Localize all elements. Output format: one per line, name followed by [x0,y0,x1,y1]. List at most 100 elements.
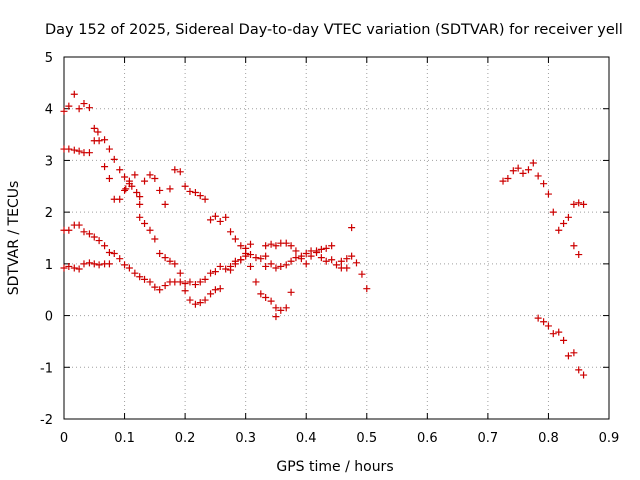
data-point [133,188,141,196]
data-point [555,328,563,336]
data-point [272,242,280,250]
data-point [237,242,245,250]
data-point [549,330,557,338]
data-point [322,244,330,252]
data-point [105,145,113,153]
x-tick-label: 0.3 [235,431,256,446]
x-axis-label: GPS time / hours [276,459,393,475]
data-point [122,185,130,193]
data-point [196,299,204,307]
data-point [80,260,88,268]
data-point [216,262,224,270]
data-point [136,273,144,281]
data-point [151,175,159,183]
data-point [94,128,102,136]
data-point [65,102,73,110]
y-axis-label: SDTVAR / TECUs [6,181,22,296]
data-point [85,230,93,238]
data-point [302,250,310,258]
data-point [75,147,83,155]
data-point [176,168,184,176]
data-point [247,240,255,248]
data-point [252,254,260,262]
data-point [544,322,552,330]
data-point [534,172,542,180]
data-point [529,159,537,167]
data-point [191,188,199,196]
data-point [262,242,270,250]
data-point [141,177,149,185]
data-point [570,349,578,357]
data-point [216,285,224,293]
data-point [80,228,88,236]
data-point [211,268,219,276]
data-point [282,304,290,312]
data-point [125,264,133,272]
data-point [90,233,98,241]
data-point [499,177,507,185]
y-tick-label: -1 [40,361,53,376]
data-point [65,145,73,153]
data-point [186,278,194,286]
data-point [262,293,270,301]
data-point [363,285,371,293]
data-point [272,313,280,321]
x-tick-label: 0.6 [417,431,438,446]
data-point [575,199,583,207]
data-point [348,252,356,260]
data-point [60,107,68,115]
data-point [560,336,568,344]
data-point [196,278,204,286]
data-point [227,228,235,236]
data-point [262,262,270,270]
data-point [171,166,179,174]
x-tick-label: 0.7 [478,431,499,446]
data-point [116,195,124,203]
y-tick-label: 0 [45,310,53,325]
data-point [277,262,285,270]
data-point [540,318,548,326]
data-point [110,155,118,163]
data-point [141,275,149,283]
data-point [337,257,345,265]
data-point [540,180,548,188]
data-point [575,366,583,374]
data-point [116,255,124,263]
data-point [116,166,124,174]
data-point [333,261,340,269]
data-point [166,257,174,265]
data-point [575,251,583,259]
data-point [90,124,98,132]
data-point [549,208,557,216]
data-point [580,200,588,208]
data-point [302,260,310,268]
data-point [75,221,83,229]
data-point [564,352,572,360]
data-point [191,300,199,308]
data-point [504,175,512,183]
data-point [201,195,209,203]
data-point [277,306,285,314]
data-point [181,280,189,288]
data-point [544,190,552,198]
x-tick-label: 0 [60,431,68,446]
data-point [161,282,169,290]
data-point [207,216,215,224]
data-point [95,237,103,245]
data-point [141,220,149,228]
data-point [348,224,356,232]
data-point [101,163,109,171]
data-point [70,264,78,272]
data-point [262,252,270,260]
x-tick-label: 0.5 [356,431,377,446]
data-point [322,257,330,265]
data-point [70,146,78,154]
data-point [534,314,542,322]
chart-title: Day 152 of 2025, Sidereal Day-to-day VTE… [45,22,623,38]
data-point [65,226,73,234]
data-point [105,260,113,268]
data-point [287,288,295,296]
data-point [191,281,199,289]
y-tick-label: 2 [45,206,53,221]
